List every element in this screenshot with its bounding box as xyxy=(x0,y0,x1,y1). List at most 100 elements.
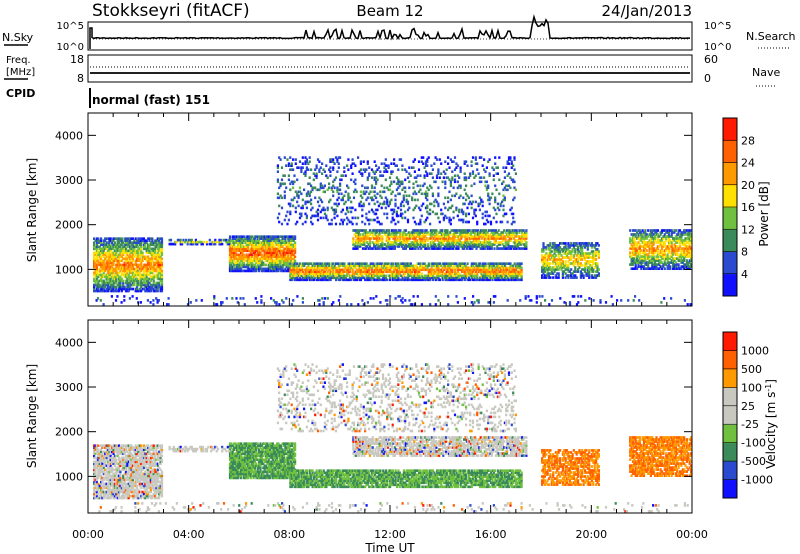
echo-cell xyxy=(401,276,404,280)
echo-cell xyxy=(282,253,286,257)
echo-cell xyxy=(140,269,143,273)
echo-cell xyxy=(417,160,421,163)
echo-cell xyxy=(301,222,304,226)
echo-cell xyxy=(364,168,367,171)
echo-cell xyxy=(360,243,363,246)
echo-cell xyxy=(433,204,436,208)
echo-cell xyxy=(506,272,509,276)
echo-cell xyxy=(354,178,357,182)
echo-cell xyxy=(357,231,360,234)
echo-cell xyxy=(404,268,407,272)
echo-cell xyxy=(453,194,457,198)
echo-cell xyxy=(505,278,508,282)
echo-cell xyxy=(135,287,139,291)
echo-cell xyxy=(458,274,461,278)
echo-cell xyxy=(513,262,516,265)
echo-cell xyxy=(149,237,152,240)
echo-cell xyxy=(102,259,105,263)
echo-cell xyxy=(289,264,292,268)
echo-cell xyxy=(504,231,507,234)
echo-cell xyxy=(109,257,112,261)
echo-cell xyxy=(487,235,491,238)
echo-cell xyxy=(411,229,414,232)
echo-cell xyxy=(131,279,134,283)
echo-cell xyxy=(341,276,345,280)
echo-cell xyxy=(255,241,258,244)
echo-cell xyxy=(447,208,450,212)
echo-cell xyxy=(513,180,516,184)
echo-cell xyxy=(509,156,512,159)
echo-cell xyxy=(454,276,457,280)
echo-cell xyxy=(300,170,303,173)
echo-cell xyxy=(159,263,162,267)
echo-cell xyxy=(104,283,107,287)
echo-cell xyxy=(301,166,304,169)
echo-cell xyxy=(294,190,297,194)
echo-cell xyxy=(413,274,417,278)
echo-cell xyxy=(262,235,265,238)
echo-cell xyxy=(404,243,407,246)
echo-cell xyxy=(427,278,430,282)
echo-cell xyxy=(362,266,365,270)
echo-cell xyxy=(505,268,508,272)
echo-cell xyxy=(328,268,331,272)
echo-cell xyxy=(501,243,504,246)
echo-cell xyxy=(355,245,358,248)
echo-cell xyxy=(256,235,259,238)
echo-cell xyxy=(492,276,495,280)
echo-cell xyxy=(482,241,485,244)
echo-cell xyxy=(300,268,303,272)
echo-cell xyxy=(269,269,272,273)
echo-cell xyxy=(126,283,129,287)
echo-cell xyxy=(308,270,311,274)
power-scatter-data xyxy=(93,156,692,306)
echo-cell xyxy=(392,235,395,238)
echo-cell xyxy=(152,253,155,257)
echo-cell xyxy=(240,235,243,238)
echo-cell xyxy=(343,274,346,278)
echo-cell xyxy=(396,245,399,248)
echo-cell xyxy=(283,194,286,198)
echo-cell xyxy=(253,269,256,273)
echo-cell xyxy=(290,268,293,272)
echo-cell xyxy=(410,235,413,238)
echo-cell xyxy=(497,274,500,278)
echo-cell xyxy=(100,241,103,244)
echo-cell xyxy=(111,243,114,247)
echo-cell xyxy=(100,259,103,263)
echo-cell xyxy=(373,202,376,206)
echo-cell xyxy=(337,188,340,192)
echo-cell xyxy=(303,188,306,192)
echo-cell xyxy=(303,276,306,280)
echo-cell xyxy=(108,239,111,242)
echo-cell xyxy=(521,247,524,250)
echo-cell xyxy=(300,264,303,268)
echo-cell xyxy=(547,256,551,259)
echo-cell xyxy=(419,222,422,226)
echo-cell xyxy=(326,176,329,179)
echo-cell xyxy=(430,186,433,190)
echo-cell xyxy=(298,190,302,194)
echo-cell xyxy=(402,231,405,234)
echo-cell xyxy=(332,272,335,276)
echo-cell xyxy=(434,262,437,265)
echo-cell xyxy=(433,270,436,274)
echo-cell xyxy=(517,264,520,268)
echo-cell xyxy=(494,272,497,276)
echo-cell xyxy=(326,270,329,274)
echo-cell xyxy=(98,253,101,257)
echo-cell xyxy=(399,204,403,208)
echo-cell xyxy=(102,245,105,249)
echo-cell xyxy=(541,268,544,271)
echo-cell xyxy=(151,239,154,242)
echo-cell xyxy=(411,272,414,276)
echo-cell xyxy=(329,272,332,276)
echo-cell xyxy=(104,281,107,285)
echo-cell xyxy=(419,266,422,270)
echo-cell xyxy=(485,231,488,234)
echo-cell xyxy=(375,180,378,184)
echo-cell xyxy=(237,259,240,263)
echo-cell xyxy=(278,267,281,271)
echo-cell xyxy=(451,268,454,272)
echo-cell xyxy=(471,156,475,159)
